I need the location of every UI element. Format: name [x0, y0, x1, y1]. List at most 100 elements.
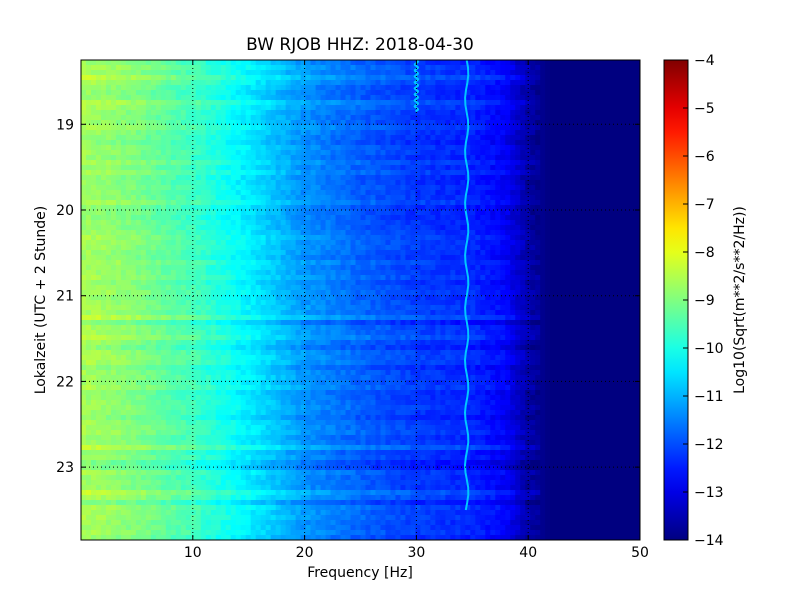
heatmap-cell — [385, 250, 392, 256]
heatmap-cell — [330, 260, 337, 266]
heatmap-cell — [585, 275, 591, 281]
heatmap-cell — [185, 255, 192, 261]
heatmap-cell — [130, 200, 137, 206]
heatmap-cell — [545, 200, 551, 206]
heatmap-cell — [575, 70, 581, 76]
heatmap-cell — [240, 160, 247, 166]
heatmap-cell — [590, 185, 596, 191]
heatmap-cell — [275, 85, 282, 91]
heatmap-cell — [205, 185, 212, 191]
heatmap-cell — [135, 270, 142, 276]
heatmap-cell — [95, 275, 102, 281]
heatmap-cell — [610, 235, 616, 241]
heatmap-cell — [260, 250, 267, 256]
heatmap-cell — [615, 195, 621, 201]
heatmap-cell — [365, 240, 372, 246]
heatmap-cell — [445, 155, 451, 161]
heatmap-cell — [365, 90, 372, 96]
heatmap-cell — [290, 230, 297, 236]
heatmap-cell — [580, 130, 586, 136]
heatmap-cell — [555, 195, 561, 201]
heatmap-cell — [520, 220, 526, 226]
heatmap-cell — [425, 260, 431, 266]
heatmap-cell — [350, 235, 357, 241]
heatmap-cell — [370, 175, 377, 181]
heatmap-cell — [215, 250, 222, 256]
heatmap-cell — [380, 220, 387, 226]
heatmap-cell — [415, 165, 421, 171]
heatmap-cell — [130, 170, 137, 176]
heatmap-cell — [365, 205, 372, 211]
heatmap-cell — [110, 125, 117, 131]
heatmap-cell — [250, 145, 257, 151]
heatmap-cell — [625, 205, 631, 211]
heatmap-cell — [585, 170, 591, 176]
heatmap-cell — [540, 185, 546, 191]
heatmap-cell — [155, 125, 162, 131]
heatmap-cell — [180, 270, 187, 276]
heatmap-cell — [110, 195, 117, 201]
heatmap-cell — [490, 100, 496, 106]
heatmap-cell — [230, 235, 237, 241]
heatmap-cell — [560, 170, 566, 176]
heatmap-cell — [575, 240, 581, 246]
heatmap-cell — [435, 140, 441, 146]
heatmap-cell — [400, 65, 407, 71]
heatmap-cell — [330, 115, 337, 121]
heatmap-cell — [495, 260, 501, 266]
heatmap-cell — [435, 200, 441, 206]
heatmap-cell — [390, 230, 397, 236]
heatmap-cell — [455, 160, 461, 166]
heatmap-cell — [535, 115, 541, 121]
heatmap-cell — [465, 250, 471, 256]
heatmap-cell — [165, 135, 172, 141]
heatmap-cell — [90, 75, 97, 81]
heatmap-cell — [290, 115, 297, 121]
heatmap-cell — [515, 135, 521, 141]
heatmap-cell — [620, 230, 626, 236]
heatmap-cell — [185, 260, 192, 266]
heatmap-cell — [170, 245, 177, 251]
heatmap-cell — [120, 165, 127, 171]
heatmap-cell — [305, 185, 312, 191]
heatmap-cell — [600, 100, 606, 106]
heatmap-cell — [130, 105, 137, 111]
heatmap-cell — [455, 90, 461, 96]
heatmap-cell — [260, 270, 267, 276]
heatmap-cell — [245, 250, 252, 256]
heatmap-cell — [415, 275, 421, 281]
heatmap-cell — [180, 130, 187, 136]
heatmap-cell — [300, 90, 307, 96]
heatmap-cell — [410, 215, 416, 221]
heatmap-cell — [370, 160, 377, 166]
heatmap-cell — [280, 280, 287, 286]
heatmap-cell — [410, 125, 416, 131]
heatmap-cell — [205, 75, 212, 81]
heatmap-cell — [365, 135, 372, 141]
heatmap-cell — [120, 220, 127, 226]
heatmap-cell — [630, 250, 636, 256]
heatmap-cell — [290, 225, 297, 231]
heatmap-cell — [125, 265, 132, 271]
heatmap-cell — [615, 65, 621, 71]
heatmap-cell — [460, 90, 466, 96]
heatmap-cell — [285, 245, 292, 251]
heatmap-cell — [420, 95, 426, 101]
heatmap-cell — [615, 100, 621, 106]
heatmap-cell — [195, 275, 202, 281]
heatmap-cell — [585, 190, 591, 196]
heatmap-cell — [490, 245, 496, 251]
heatmap-cell — [355, 65, 362, 71]
heatmap-cell — [380, 175, 387, 181]
heatmap-cell — [100, 140, 107, 146]
heatmap-cell — [600, 215, 606, 221]
heatmap-cell — [570, 65, 576, 71]
heatmap-cell — [530, 240, 536, 246]
heatmap-cell — [580, 145, 586, 151]
heatmap-cell — [460, 220, 466, 226]
heatmap-cell — [275, 125, 282, 131]
heatmap-cell — [330, 235, 337, 241]
heatmap-cell — [210, 130, 217, 136]
heatmap-cell — [555, 145, 561, 151]
heatmap-cell — [210, 270, 217, 276]
